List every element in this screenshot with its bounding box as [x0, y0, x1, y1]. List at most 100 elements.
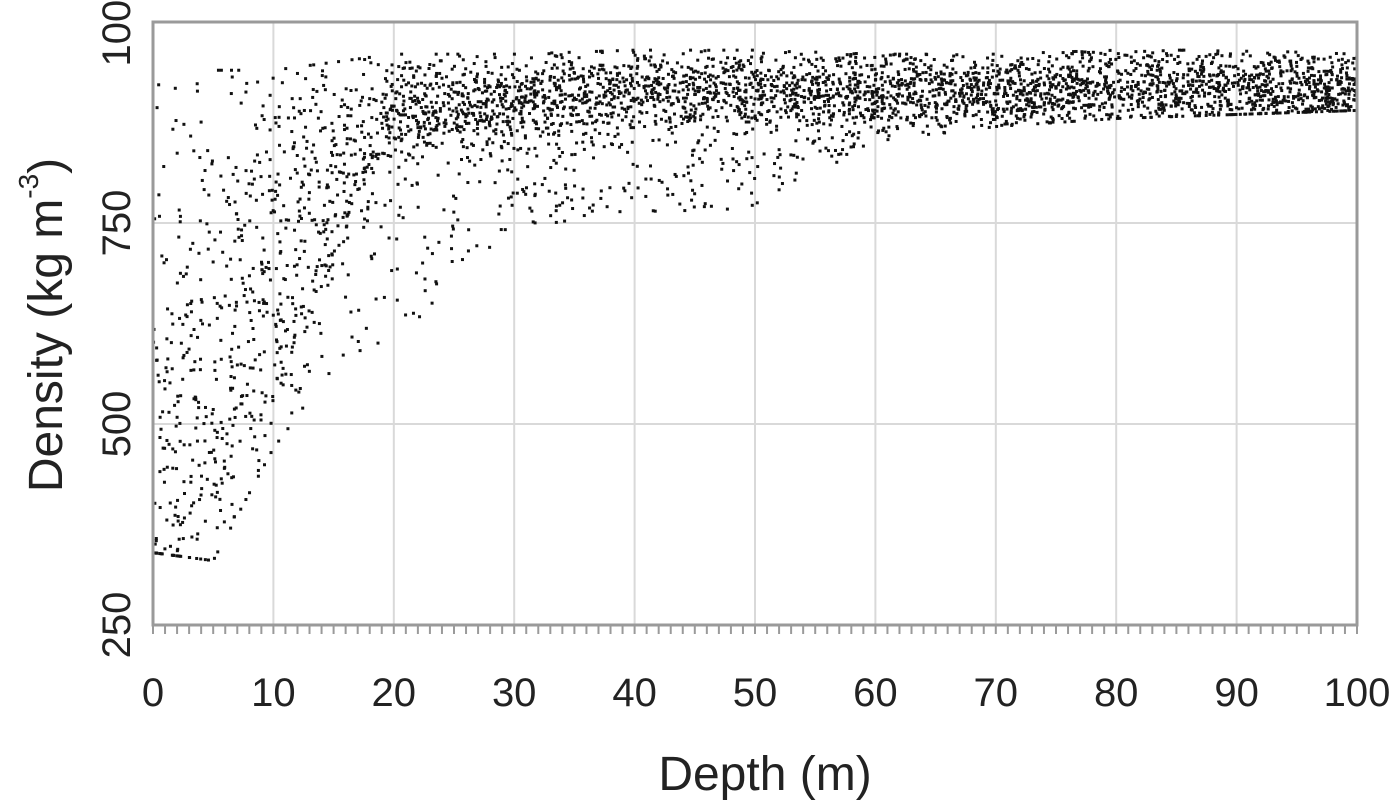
data-point [1271, 111, 1275, 115]
data-point [582, 122, 586, 126]
data-point [758, 94, 762, 98]
data-point [1008, 69, 1012, 73]
data-point [435, 81, 439, 85]
data-point [691, 81, 695, 85]
data-point [154, 539, 158, 543]
data-point [1308, 84, 1312, 88]
data-point [649, 96, 653, 100]
data-point [356, 339, 360, 343]
data-point [1251, 102, 1255, 106]
data-point [299, 112, 303, 116]
data-point [300, 312, 304, 316]
data-point [901, 101, 905, 105]
data-point [711, 57, 715, 61]
data-point [933, 101, 937, 105]
data-point [558, 203, 562, 207]
data-point [475, 105, 479, 109]
data-point [873, 90, 877, 94]
data-point [1131, 80, 1135, 84]
data-point [484, 102, 488, 106]
data-point [561, 69, 565, 73]
data-point [235, 363, 239, 367]
data-point [853, 73, 857, 77]
data-point [324, 264, 328, 268]
data-point [1163, 81, 1167, 85]
data-point [876, 114, 880, 118]
data-point [315, 265, 319, 269]
data-point [175, 151, 179, 155]
data-point [1010, 63, 1014, 67]
data-point [256, 468, 260, 472]
data-point [795, 101, 799, 105]
data-point [611, 77, 615, 81]
data-point [674, 140, 678, 144]
data-point [693, 89, 697, 93]
data-point [275, 340, 279, 344]
data-point [279, 318, 283, 322]
data-point [1149, 68, 1153, 72]
data-point [1301, 99, 1305, 103]
data-point [542, 94, 546, 98]
data-point [1202, 94, 1206, 98]
data-point [1116, 52, 1120, 56]
data-point [1317, 107, 1321, 111]
data-point [923, 110, 927, 114]
data-point [458, 80, 462, 84]
data-point [761, 77, 765, 81]
data-point [1306, 66, 1310, 70]
data-point [182, 353, 186, 357]
data-point [656, 92, 660, 96]
data-point [974, 113, 978, 117]
data-point [1191, 61, 1195, 65]
data-point [290, 383, 294, 387]
data-point [314, 289, 318, 293]
data-point [262, 301, 266, 305]
data-point [582, 147, 586, 151]
data-point [1328, 88, 1332, 92]
data-point [595, 101, 599, 105]
data-point [874, 72, 878, 76]
data-point [761, 90, 765, 94]
data-point [1139, 113, 1143, 117]
data-point [824, 83, 828, 87]
data-point [284, 226, 288, 230]
data-point [620, 143, 624, 147]
data-point [912, 113, 916, 117]
data-point [1291, 104, 1295, 108]
data-point [690, 198, 694, 202]
data-point [1352, 82, 1356, 86]
data-point [284, 218, 288, 222]
data-point [508, 125, 512, 129]
data-point [192, 397, 196, 401]
data-point [1098, 71, 1102, 75]
data-point [852, 132, 856, 136]
data-point [264, 394, 268, 398]
data-point [534, 70, 538, 74]
data-point [1011, 81, 1015, 85]
data-point [739, 111, 743, 115]
data-point [381, 92, 385, 96]
data-point [1097, 83, 1101, 87]
data-point [1328, 55, 1332, 59]
data-point [222, 188, 226, 192]
data-point [870, 113, 874, 117]
data-point [366, 132, 370, 136]
data-point [1256, 89, 1260, 93]
data-point [585, 93, 589, 97]
data-point [245, 382, 249, 386]
data-point [921, 71, 925, 75]
data-point [1106, 91, 1110, 95]
data-point [414, 271, 418, 275]
data-point [829, 114, 833, 118]
data-point [814, 81, 818, 85]
data-point [199, 493, 203, 497]
data-point [166, 307, 170, 311]
data-point [422, 140, 426, 144]
data-point [330, 139, 334, 143]
data-point [1271, 100, 1275, 104]
data-point [589, 65, 593, 69]
data-point [268, 158, 272, 162]
data-point [884, 60, 888, 64]
data-point [473, 103, 477, 107]
data-point [980, 92, 984, 96]
